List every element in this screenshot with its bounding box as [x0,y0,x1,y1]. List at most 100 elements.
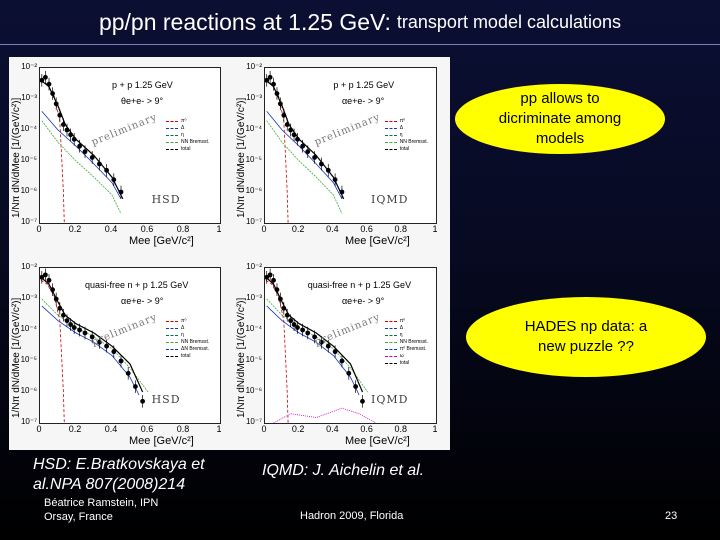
plot-area: quasi-free n + p 1.25 GeV αe+e- > 9° preli… [264,267,437,424]
data-point [300,323,306,337]
data-point [118,185,124,199]
author-name: Béatrice Ramstein, IPN [44,497,159,509]
data-point [291,318,297,331]
y-tick-label: 10⁻⁵ [245,155,262,164]
legend-label: η [181,331,184,338]
y-tick-label: 10⁻⁴ [245,324,262,333]
data-point [97,157,102,171]
y-tick-label: 10⁻⁴ [245,124,262,133]
data-point [295,321,300,334]
legend-label: π⁰ [399,317,406,324]
legend-swatch [384,148,397,150]
data-point [82,145,88,158]
y-tick-label: 10⁻⁷ [245,417,262,426]
legend-label: Δ [181,324,185,331]
legend-swatch [384,334,397,336]
legend-entry: π⁰ [166,118,209,125]
x-tick-label: 0 [261,224,267,234]
dielectron-figure: 1/Nπ dN/dMee [1/(GeV/c²)] 10⁻² 10⁻³ 10⁻⁴ 10⁻… [9,57,450,450]
panel-cut-label: θe+e- > 9° [121,96,164,106]
callout-np: HADES np data: a new puzzle ?? [466,297,706,377]
legend-swatch [166,320,178,322]
legend-label: Δ [399,124,404,131]
x-tick-label: 0.2 [68,224,82,234]
page-number: 23 [665,510,678,522]
plot-svg [265,268,377,423]
plot-area: p + p 1.25 GeV αe+e- > 9° preliminary IQMD π… [264,67,437,224]
data-point [104,339,109,353]
data-point [265,271,270,284]
data-point [57,108,63,122]
legend-label: π⁰ Bremsst. [399,345,427,352]
x-tick-label: 0.2 [291,424,305,434]
x-tick-label: 1 [216,424,222,434]
y-tick-label: 10⁻³ [246,93,262,102]
data-point [43,268,48,282]
y-tick-label: 10⁻⁶ [20,386,37,395]
legend-entry: η [384,331,428,339]
x-tick-label: 0.6 [140,424,154,434]
x-tick-label: 0 [36,424,42,434]
data-point [89,330,95,344]
data-point [305,145,311,158]
y-tick-label: 10⁻⁵ [245,355,262,364]
model-curve-nn_brems [41,120,122,214]
data-point [281,302,287,315]
y-tick-label: 10⁻⁶ [20,186,37,195]
y-tick-label: 10⁻² [21,262,37,271]
data-point [97,336,102,349]
legend-entry: NN Bremsst. [166,139,209,146]
model-curve-pi0 [265,279,289,423]
model-label: HSD [151,393,181,406]
slide-title-subtitle: transport model calculations [396,11,622,32]
x-tick-label: 0.4 [326,224,339,234]
panel-reaction-label: p + p 1.25 GeV [333,80,395,90]
y-tick-label: 10⁻⁴ [20,324,37,333]
data-point [40,271,45,284]
legend-swatch [166,348,178,350]
x-tick-label: 1 [432,224,438,234]
data-point [71,133,77,146]
x-tick-label: 0.6 [140,224,154,234]
data-point [271,77,276,91]
legend-label: η [399,331,403,338]
legend-entry: η [384,132,428,139]
legend-entry: Δ [166,125,209,132]
legend-entry: π⁰ [166,318,209,325]
data-point [61,308,66,322]
citation-iqmd: IQMD: J. Aichelin et al. [262,462,425,479]
legend-entry: η [166,332,209,339]
data-point [325,164,331,177]
legend-label: π⁰ [181,117,187,124]
legend-entry: π⁰ [384,118,428,125]
panel-np-iqmd: 1/Nπ dN/dMee [1/(GeV/c²)] 10⁻² 10⁻³ 10⁻⁴ 10⁻… [234,257,450,450]
data-point [82,326,88,340]
data-point [291,128,297,142]
data-point [133,380,138,393]
data-point [111,345,117,358]
x-tick-label: 0.6 [360,424,373,434]
panel-cut-label: αe+e- > 9° [121,296,164,306]
legend-entry: NN Bremsst. [384,339,428,346]
legend-label: total [181,145,191,152]
data-point [271,274,276,287]
x-axis-label: Mee [GeV/c²] [345,435,410,447]
y-tick-label: 10⁻⁶ [245,386,262,395]
y-tick-label: 10⁻² [246,62,262,71]
legend-label: NN Bremsst. [181,338,210,345]
data-point [50,87,55,100]
legend-swatch [384,134,397,136]
model-label: IQMD [371,193,409,206]
x-tick-label: 1 [432,424,438,434]
x-tick-label: 0.2 [291,224,305,234]
x-tick-label: 0 [36,224,42,234]
data-point [71,321,77,334]
data-point [89,151,95,164]
data-point [125,367,131,380]
x-tick-label: 1 [216,224,222,234]
panel-cut-label: αe+e- > 9° [341,296,385,306]
slide-title: pp/pn reactions at 1.25 GeV: transport m… [0,0,720,44]
legend-label: total [399,145,410,152]
model-curve-delta [266,305,360,396]
